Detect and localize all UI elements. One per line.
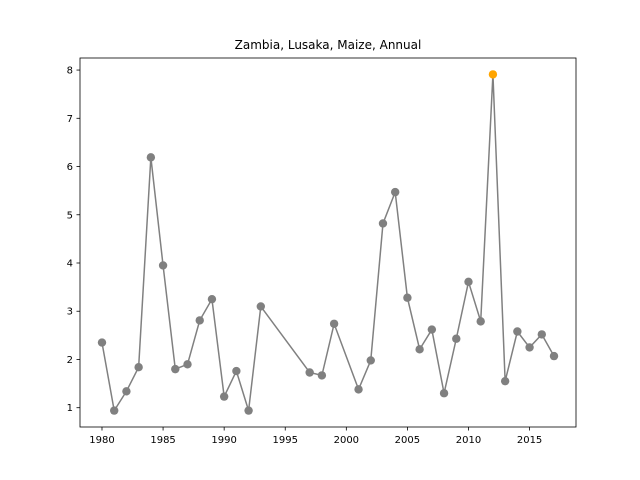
data-point (415, 345, 424, 354)
data-point (403, 293, 412, 302)
x-tick-label: 1980 (89, 435, 114, 446)
data-point (476, 317, 485, 326)
data-point (183, 360, 192, 369)
data-point (158, 261, 168, 270)
x-tick-label: 1985 (150, 435, 175, 446)
y-tick-label: 3 (67, 307, 73, 318)
y-tick-label: 4 (67, 259, 73, 270)
data-point (439, 389, 449, 398)
data-point (244, 406, 253, 415)
x-axis: 1980 1985 1990 1995 2000 2005 2010 2015 (89, 427, 542, 446)
data-point (256, 302, 266, 311)
x-tick-label: 1990 (211, 435, 236, 446)
x-tick-label: 2015 (517, 435, 542, 446)
x-tick-label: 2010 (456, 435, 481, 446)
data-point (171, 364, 180, 374)
highlight-point (488, 70, 498, 79)
data-point (146, 153, 156, 162)
y-tick-label: 7 (67, 114, 73, 125)
data-point (452, 334, 461, 343)
data-point (122, 387, 131, 396)
data-point (366, 356, 375, 365)
data-point (513, 327, 522, 336)
data-point (549, 351, 559, 361)
y-axis: 1 2 3 4 5 6 7 8 (67, 66, 80, 414)
chart-title: Zambia, Lusaka, Maize, Annual (235, 38, 422, 52)
series-line-group (101, 74, 555, 413)
data-point (378, 219, 388, 228)
data-point (525, 343, 534, 352)
data-point (537, 330, 546, 339)
y-tick-label: 8 (67, 66, 73, 77)
data-point (305, 368, 314, 377)
data-point (390, 187, 400, 197)
data-point (195, 316, 204, 325)
data-point (427, 325, 437, 334)
data-point (500, 376, 510, 386)
data-point (329, 319, 339, 328)
y-tick-label: 1 (67, 403, 73, 414)
data-point (317, 371, 327, 380)
x-tick-label: 2005 (395, 435, 420, 446)
y-tick-label: 2 (67, 355, 73, 366)
y-tick-label: 5 (67, 210, 73, 221)
data-point (110, 406, 119, 415)
x-tick-label: 2000 (334, 435, 359, 446)
data-point (219, 392, 229, 401)
data-point (97, 338, 107, 347)
x-tick-label: 1995 (273, 435, 298, 446)
y-tick-label: 6 (67, 162, 73, 173)
series-line (101, 74, 555, 413)
plot-frame (79, 57, 577, 428)
data-point (232, 366, 241, 376)
data-points-group (97, 70, 559, 415)
data-point (207, 294, 217, 304)
data-point (354, 385, 363, 394)
data-point (464, 277, 473, 287)
data-point (134, 362, 143, 372)
